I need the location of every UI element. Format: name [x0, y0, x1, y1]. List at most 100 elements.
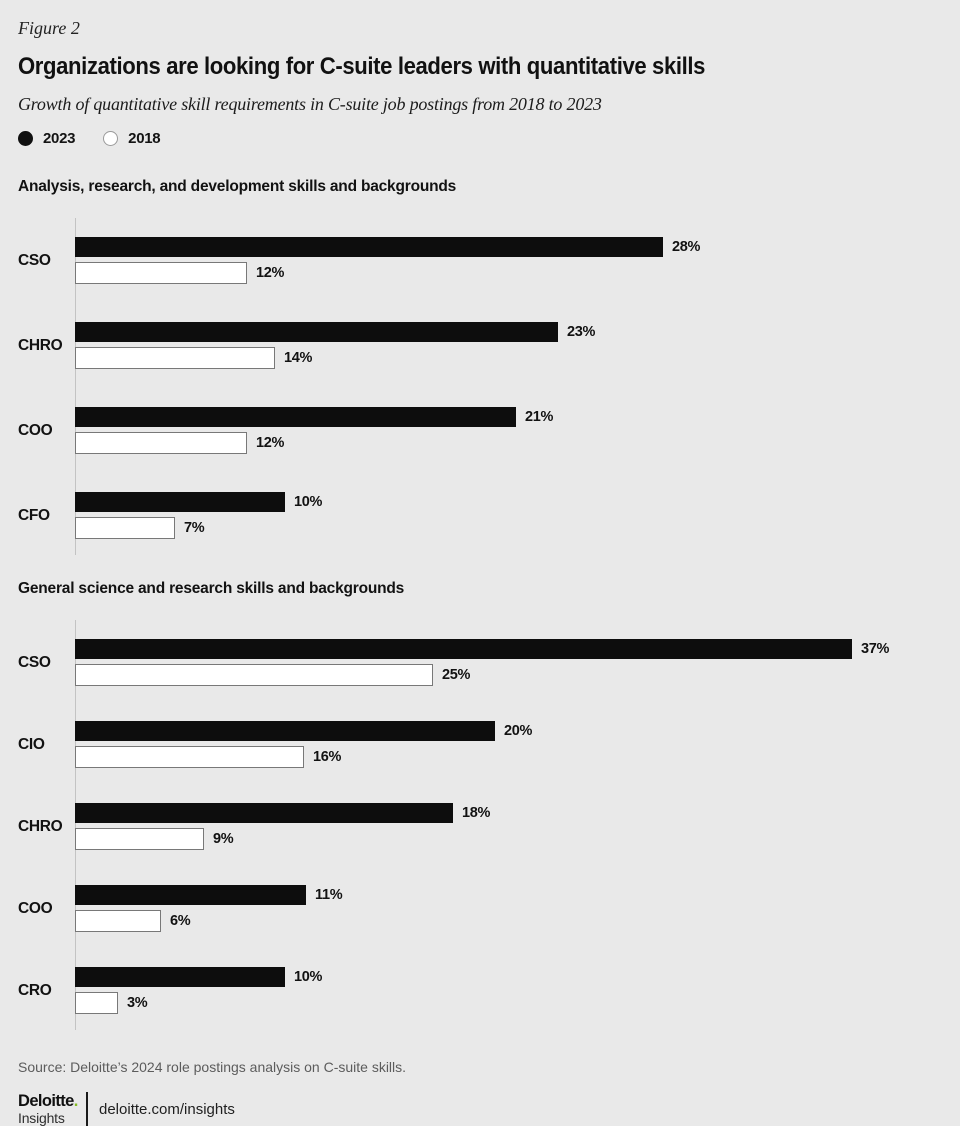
bar-plot: CSO 37% 25% CIO 20% 16% CHRO 18% 9% COO 11% 6% CRO 10…: [18, 620, 942, 1030]
bar-2023-cro: [75, 967, 285, 987]
bar-group-chro: CHRO 23% 14%: [18, 322, 942, 369]
bar-group-cso: CSO 28% 12%: [18, 237, 942, 284]
figure-label: Figure 2: [18, 18, 80, 38]
bar-2023-coo: [75, 407, 516, 427]
legend-item-2023: 2023: [18, 130, 75, 147]
figure-subtitle: Growth of quantitative skill requirement…: [18, 94, 602, 114]
value-label-2018: 3%: [127, 995, 148, 1011]
value-label-2023: 20%: [504, 723, 533, 739]
bar-line-2023: 23%: [75, 322, 942, 342]
bar-2018-cso: [75, 262, 247, 284]
chart-title: Analysis, research, and development skil…: [18, 178, 457, 195]
category-label: CSO: [18, 251, 51, 269]
value-label-2023: 10%: [294, 494, 323, 510]
value-label-2023: 37%: [861, 641, 890, 657]
value-label-2023: 21%: [525, 409, 554, 425]
bar-line-2023: 21%: [75, 407, 942, 427]
bar-2023-cfo: [75, 492, 285, 512]
bar-line-2023: 11%: [75, 885, 942, 905]
value-label-2018: 14%: [284, 350, 313, 366]
bar-2018-coo: [75, 432, 247, 454]
bar-group-cso: CSO 37% 25%: [18, 639, 942, 686]
legend-label-2018: 2018: [128, 129, 161, 147]
value-label-2018: 6%: [170, 913, 191, 929]
deloitte-name: Deloitte: [18, 1092, 74, 1110]
value-label-2018: 7%: [184, 520, 205, 536]
bar-line-2023: 10%: [75, 967, 942, 987]
value-label-2018: 9%: [213, 831, 234, 847]
chart-title: General science and research skills and …: [18, 580, 405, 597]
axis-line: [75, 620, 76, 1030]
bar-line-2018: 14%: [75, 347, 942, 369]
deloitte-insights-logo: Deloitte. Insights: [18, 1092, 82, 1126]
value-label-2023: 11%: [315, 887, 343, 903]
legend-item-2018: 2018: [103, 129, 161, 147]
bar-line-2023: 10%: [75, 492, 942, 512]
category-label: CHRO: [18, 817, 63, 835]
value-label-2018: 12%: [256, 435, 285, 451]
legend-label-2023: 2023: [43, 129, 76, 147]
bar-rows: CSO 28% 12% CHRO 23% 14% COO 21% 12% CFO 10% 7%: [18, 237, 942, 539]
legend-outline-circle-icon: [103, 130, 119, 146]
value-label-2018: 12%: [256, 265, 285, 281]
bar-2023-cio: [75, 721, 495, 741]
footer-divider: [86, 1092, 88, 1126]
category-label: CHRO: [18, 336, 63, 354]
bar-plot: CSO 28% 12% CHRO 23% 14% COO 21% 12% CFO 10% 7%: [18, 218, 942, 555]
chart-section-general-science: General science and research skills and …: [18, 580, 942, 1030]
bar-2023-chro: [75, 322, 558, 342]
bar-2018-cro: [75, 992, 118, 1014]
bar-2023-cso: [75, 639, 852, 659]
axis-line: [75, 218, 76, 555]
bar-2018-cfo: [75, 517, 175, 539]
category-label: CSO: [18, 653, 51, 671]
bar-line-2023: 20%: [75, 721, 942, 741]
bar-group-cio: CIO 20% 16%: [18, 721, 942, 768]
category-label: CRO: [18, 981, 52, 999]
source-note: Source: Deloitte’s 2024 role postings an…: [18, 1059, 407, 1075]
footer: Deloitte. Insights deloitte.com/insights: [18, 1092, 235, 1126]
bar-line-2018: 12%: [75, 262, 942, 284]
bar-rows: CSO 37% 25% CIO 20% 16% CHRO 18% 9% COO 11% 6% CRO 10…: [18, 639, 942, 1014]
bar-group-cro: CRO 10% 3%: [18, 967, 942, 1014]
bar-2018-chro: [75, 828, 204, 850]
bar-2023-cso: [75, 237, 663, 257]
value-label-2023: 18%: [462, 805, 491, 821]
value-label-2018: 16%: [313, 749, 342, 765]
value-label-2018: 25%: [442, 667, 471, 683]
bar-line-2018: 16%: [75, 746, 942, 768]
bar-line-2018: 25%: [75, 664, 942, 686]
value-label-2023: 10%: [294, 969, 323, 985]
bar-group-chro: CHRO 18% 9%: [18, 803, 942, 850]
bar-line-2018: 9%: [75, 828, 942, 850]
bar-2023-chro: [75, 803, 453, 823]
category-label: CIO: [18, 735, 45, 753]
page-title: Organizations are looking for C-suite le…: [18, 53, 706, 80]
bar-line-2018: 3%: [75, 992, 942, 1014]
category-label: CFO: [18, 506, 50, 524]
footer-site-link: deloitte.com/insights: [99, 1100, 235, 1118]
bar-line-2023: 18%: [75, 803, 942, 823]
bar-group-coo: COO 21% 12%: [18, 407, 942, 454]
deloitte-green-dot-icon: .: [73, 1092, 79, 1110]
insights-wordmark: Insights: [18, 1109, 65, 1126]
legend: 2023 2018: [18, 129, 942, 147]
bar-2018-cso: [75, 664, 433, 686]
bar-line-2018: 7%: [75, 517, 942, 539]
bar-line-2018: 6%: [75, 910, 942, 932]
bar-2018-chro: [75, 347, 275, 369]
bar-2018-cio: [75, 746, 304, 768]
bar-line-2018: 12%: [75, 432, 942, 454]
bar-group-coo: COO 11% 6%: [18, 885, 942, 932]
bar-2023-coo: [75, 885, 306, 905]
bar-line-2023: 37%: [75, 639, 942, 659]
deloitte-wordmark: Deloitte.: [18, 1093, 82, 1110]
category-label: COO: [18, 899, 53, 917]
bar-line-2023: 28%: [75, 237, 942, 257]
chart-section-analysis-research: Analysis, research, and development skil…: [18, 178, 942, 555]
category-label: COO: [18, 421, 53, 439]
value-label-2023: 23%: [567, 324, 596, 340]
bar-group-cfo: CFO 10% 7%: [18, 492, 942, 539]
value-label-2023: 28%: [672, 239, 701, 255]
